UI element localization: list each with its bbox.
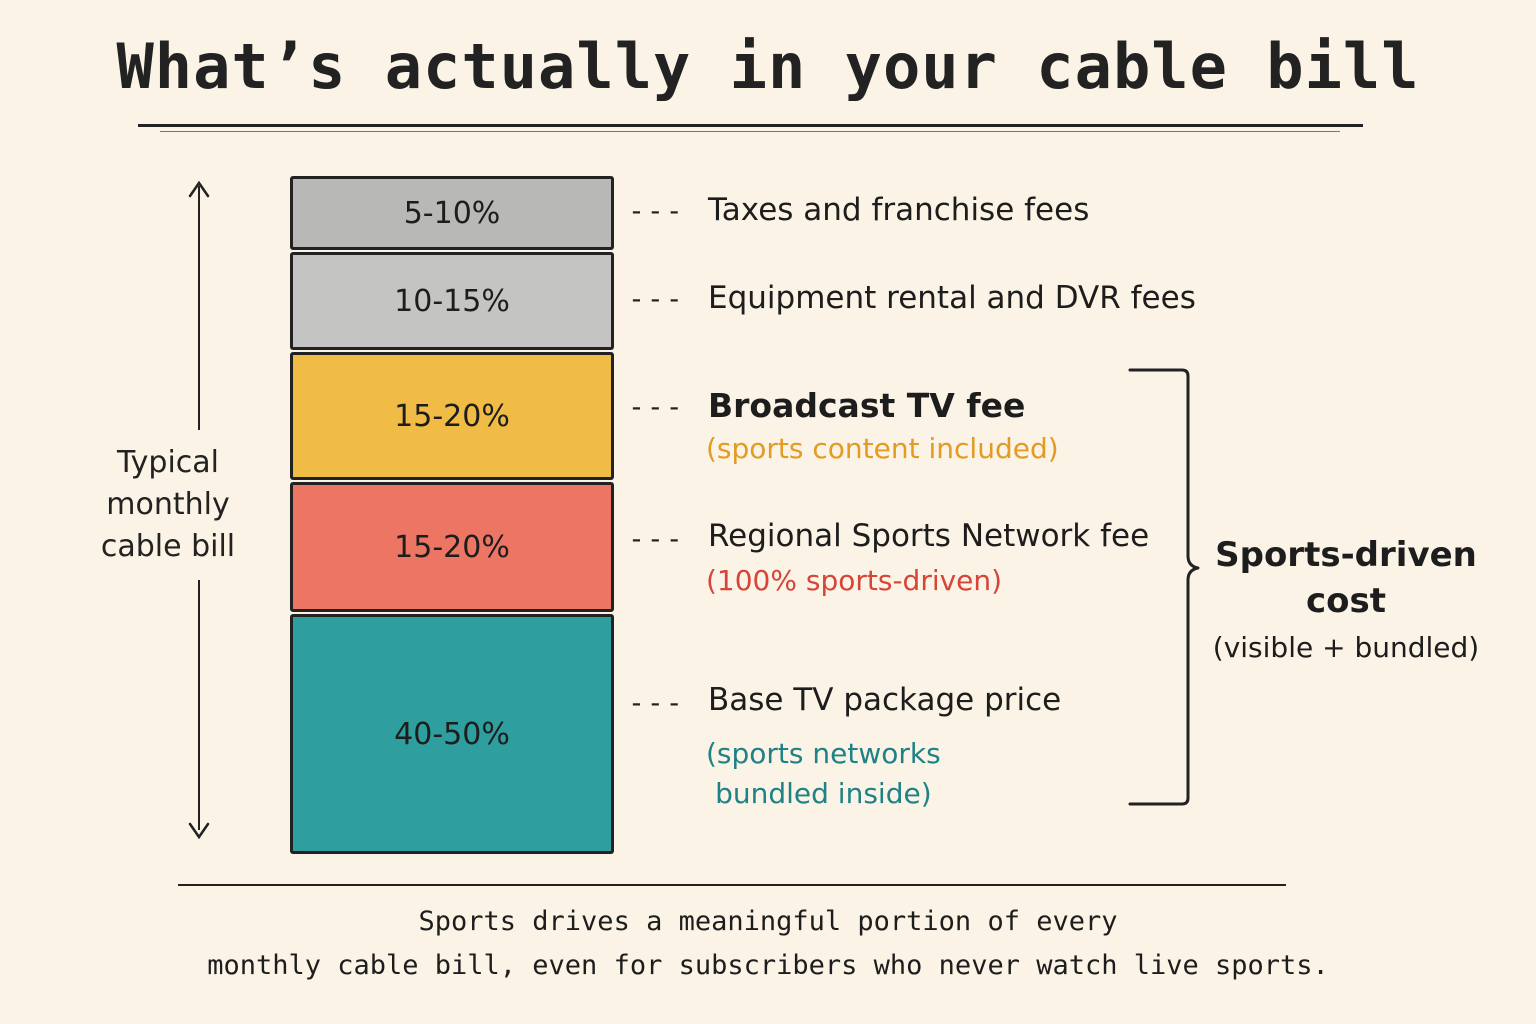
- note-broadcast: (sports content included): [706, 432, 1059, 465]
- label-base-package: Base TV package price: [708, 682, 1062, 718]
- segment-percent: 5-10%: [403, 195, 501, 231]
- side-label-line: cable bill: [100, 529, 236, 564]
- side-label: Typical monthly cable bill: [88, 442, 248, 568]
- label-taxes: Taxes and franchise fees: [708, 192, 1090, 228]
- title-underline-secondary: [160, 131, 1340, 132]
- side-label-line: Typical: [117, 445, 219, 480]
- segment-percent: 15-20%: [394, 529, 510, 565]
- label-regional-sports: Regional Sports Network fee: [708, 518, 1150, 554]
- note-line: bundled inside): [715, 777, 932, 810]
- segment-taxes: 5-10%: [290, 176, 614, 250]
- note-base-package: (sports networks bundled inside): [706, 734, 941, 814]
- footer-divider: [178, 884, 1286, 886]
- leader-dashes: ---: [628, 390, 685, 423]
- sports-bracket: [1128, 368, 1200, 806]
- leader-dashes: ---: [628, 194, 685, 227]
- cable-bill-stack: 5-10% 10-15% 15-20% 15-20% 40-50%: [290, 176, 618, 856]
- segment-equipment: 10-15%: [290, 252, 614, 350]
- leader-dashes: ---: [628, 282, 685, 315]
- bracket-title-line: Sports-driven: [1215, 535, 1477, 575]
- footer-caption: Sports drives a meaningful portion of ev…: [0, 900, 1536, 988]
- side-label-line: monthly: [106, 487, 230, 522]
- bracket-title-line: cost: [1305, 581, 1386, 621]
- height-arrow-lower-line: [198, 580, 200, 830]
- sports-driven-cost-label: Sports-driven cost (visible + bundled): [1206, 532, 1486, 672]
- leader-dashes: ---: [628, 686, 685, 719]
- bracket-subtitle: (visible + bundled): [1212, 631, 1480, 664]
- segment-percent: 40-50%: [394, 716, 510, 752]
- label-broadcast: Broadcast TV fee: [708, 386, 1026, 425]
- page-title: What’s actually in your cable bill: [116, 30, 1420, 103]
- note-regional-sports: (100% sports-driven): [706, 564, 1003, 597]
- leader-dashes: ---: [628, 522, 685, 555]
- segment-base-package: 40-50%: [290, 614, 614, 854]
- arrow-down-icon: [188, 822, 210, 840]
- label-equipment: Equipment rental and DVR fees: [708, 280, 1196, 316]
- segment-percent: 15-20%: [394, 398, 510, 434]
- segment-broadcast: 15-20%: [290, 352, 614, 480]
- title-underline: [138, 124, 1363, 127]
- note-line: (sports networks: [706, 737, 941, 770]
- segment-percent: 10-15%: [394, 283, 510, 319]
- height-arrow-upper-line: [198, 186, 200, 430]
- segment-regional-sports: 15-20%: [290, 482, 614, 612]
- footer-line: Sports drives a meaningful portion of ev…: [418, 906, 1118, 937]
- footer-line: monthly cable bill, even for subscribers…: [207, 950, 1329, 981]
- arrow-up-icon: [188, 180, 210, 198]
